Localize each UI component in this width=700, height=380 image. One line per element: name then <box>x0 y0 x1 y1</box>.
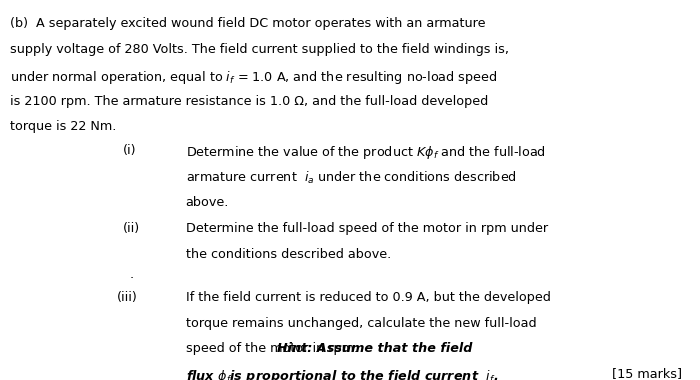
Text: under normal operation, equal to $i_f$ = 1.0 A, and the resulting no-load speed: under normal operation, equal to $i_f$ =… <box>10 69 498 86</box>
Text: torque is 22 Nm.: torque is 22 Nm. <box>10 120 117 133</box>
Text: torque remains unchanged, calculate the new full-load: torque remains unchanged, calculate the … <box>186 317 536 329</box>
Text: If the field current is reduced to 0.9 A, but the developed: If the field current is reduced to 0.9 A… <box>186 291 550 304</box>
Text: Hint: Assume that the field: Hint: Assume that the field <box>277 342 472 355</box>
Text: the conditions described above.: the conditions described above. <box>186 248 391 261</box>
Text: is 2100 rpm. The armature resistance is 1.0 Ω, and the full-load developed: is 2100 rpm. The armature resistance is … <box>10 95 489 108</box>
Text: [15 marks]: [15 marks] <box>612 367 682 380</box>
Text: (ii): (ii) <box>122 222 139 235</box>
Text: Determine the full-load speed of the motor in rpm under: Determine the full-load speed of the mot… <box>186 222 547 235</box>
Text: above.: above. <box>186 196 229 209</box>
Text: .: . <box>130 268 134 281</box>
Text: supply voltage of 280 Volts. The field current supplied to the field windings is: supply voltage of 280 Volts. The field c… <box>10 43 510 56</box>
Text: Determine the value of the product $K\phi_f$ and the full-load: Determine the value of the product $K\ph… <box>186 144 545 162</box>
Text: (iii): (iii) <box>117 291 138 304</box>
Text: (b)  A separately excited wound field DC motor operates with an armature: (b) A separately excited wound field DC … <box>10 17 486 30</box>
Text: (i): (i) <box>122 144 136 157</box>
Text: armature current  $i_a$ under the conditions described: armature current $i_a$ under the conditi… <box>186 170 517 186</box>
Text: flux $\phi_f$​is proportional to the field current  $i_f$.: flux $\phi_f$​is proportional to the fie… <box>186 368 498 380</box>
Text: speed of the motor in rpm.: speed of the motor in rpm. <box>186 342 362 355</box>
